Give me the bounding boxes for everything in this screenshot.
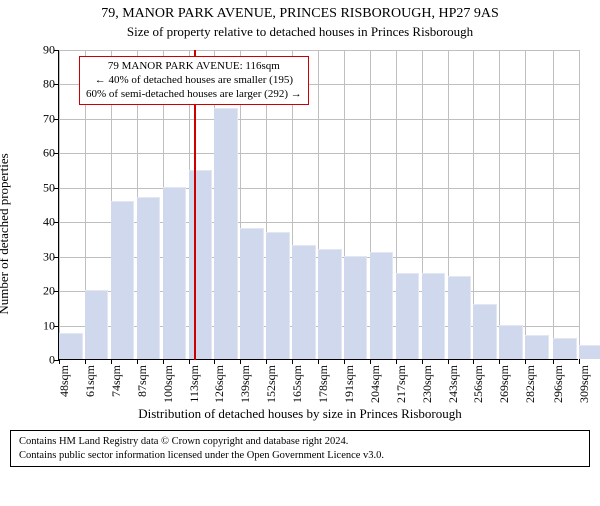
footer-line-1: Contains HM Land Registry data © Crown c…	[19, 435, 581, 449]
histogram-bar	[85, 290, 109, 359]
histogram-bar	[240, 228, 264, 359]
x-tick-label: 152sqm	[264, 359, 279, 403]
histogram-bar	[422, 273, 446, 359]
histogram-bar	[553, 338, 577, 359]
grid-line-v	[59, 50, 60, 360]
annotation-line-2: ← 40% of detached houses are smaller (19…	[86, 74, 302, 88]
x-tick-label: 243sqm	[446, 359, 461, 403]
page-title: 79, MANOR PARK AVENUE, PRINCES RISBOROUG…	[0, 6, 600, 22]
x-tick-label: 74sqm	[109, 359, 124, 397]
x-tick-label: 282sqm	[523, 359, 538, 403]
y-tick-mark	[54, 84, 59, 85]
x-tick-label: 309sqm	[577, 359, 592, 403]
histogram-bar	[448, 276, 472, 359]
histogram-bar	[318, 249, 342, 359]
y-tick-mark	[54, 188, 59, 189]
x-tick-label: 100sqm	[161, 359, 176, 403]
annotation-line-3: 60% of semi-detached houses are larger (…	[86, 88, 302, 102]
x-tick-label: 139sqm	[238, 359, 253, 403]
histogram-bar	[473, 304, 497, 359]
y-axis-label: Number of detached properties	[0, 153, 12, 314]
x-tick-label: 126sqm	[212, 359, 227, 403]
y-tick-mark	[54, 326, 59, 327]
histogram-bar	[370, 252, 394, 359]
y-tick-mark	[54, 222, 59, 223]
x-tick-label: 165sqm	[290, 359, 305, 403]
x-tick-label: 204sqm	[368, 359, 383, 403]
histogram-bar	[499, 325, 523, 359]
y-tick-label: 90	[25, 43, 55, 58]
x-tick-label: 87sqm	[135, 359, 150, 397]
y-tick-label: 30	[25, 249, 55, 264]
plot-area: 010203040506070809048sqm61sqm74sqm87sqm1…	[58, 50, 578, 360]
grid-line-h	[59, 188, 579, 189]
histogram-bar	[214, 108, 238, 359]
x-tick-label: 48sqm	[57, 359, 72, 397]
y-tick-mark	[54, 50, 59, 51]
y-tick-mark	[54, 153, 59, 154]
histogram-bar	[525, 335, 549, 359]
histogram-bar	[396, 273, 420, 359]
y-tick-label: 60	[25, 146, 55, 161]
footer-line-2: Contains public sector information licen…	[19, 449, 581, 463]
x-tick-label: 113sqm	[187, 359, 202, 403]
x-tick-label: 296sqm	[551, 359, 566, 403]
histogram-bar	[189, 170, 213, 359]
footer-attribution: Contains HM Land Registry data © Crown c…	[10, 430, 590, 467]
grid-line-h	[59, 153, 579, 154]
grid-line-v	[525, 50, 526, 360]
x-tick-label: 217sqm	[394, 359, 409, 403]
x-tick-label: 178sqm	[316, 359, 331, 403]
x-tick-label: 230sqm	[420, 359, 435, 403]
x-axis-label: Distribution of detached houses by size …	[10, 406, 590, 422]
x-tick-label: 61sqm	[83, 359, 98, 397]
histogram-bar	[292, 245, 316, 359]
grid-line-v	[499, 50, 500, 360]
grid-line-v	[579, 50, 580, 360]
y-tick-label: 10	[25, 318, 55, 333]
y-tick-label: 20	[25, 284, 55, 299]
histogram-bar	[579, 345, 600, 359]
y-tick-label: 50	[25, 180, 55, 195]
grid-line-h	[59, 50, 579, 51]
y-tick-mark	[54, 291, 59, 292]
annotation-box: 79 MANOR PARK AVENUE: 116sqm ← 40% of de…	[79, 56, 309, 105]
histogram-bar	[344, 256, 368, 359]
histogram-bar	[59, 333, 83, 359]
chart-container: Number of detached properties 0102030405…	[10, 44, 590, 424]
histogram-bar	[266, 232, 290, 359]
page-subtitle: Size of property relative to detached ho…	[0, 24, 600, 40]
annotation-line-1: 79 MANOR PARK AVENUE: 116sqm	[86, 60, 302, 74]
y-tick-mark	[54, 257, 59, 258]
grid-line-v	[553, 50, 554, 360]
histogram-bar	[111, 201, 135, 359]
x-tick-label: 256sqm	[471, 359, 486, 403]
y-tick-label: 80	[25, 77, 55, 92]
y-tick-mark	[54, 119, 59, 120]
y-tick-label: 0	[25, 353, 55, 368]
histogram-bar	[163, 187, 187, 359]
grid-line-h	[59, 119, 579, 120]
x-tick-label: 191sqm	[342, 359, 357, 403]
histogram-bar	[137, 197, 161, 359]
y-tick-label: 40	[25, 215, 55, 230]
y-tick-label: 70	[25, 111, 55, 126]
x-tick-label: 269sqm	[497, 359, 512, 403]
